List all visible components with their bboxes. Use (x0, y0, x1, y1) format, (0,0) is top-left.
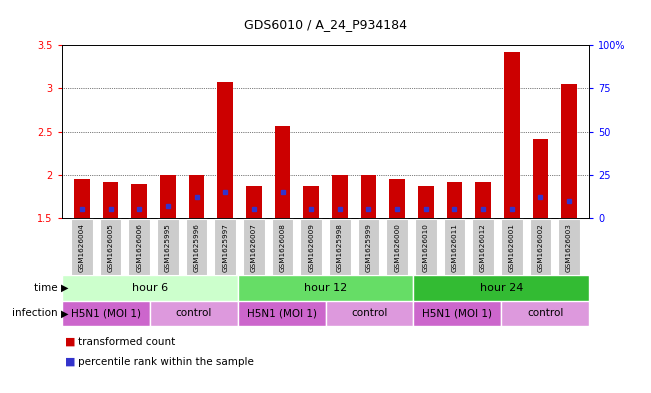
FancyBboxPatch shape (386, 219, 408, 275)
Text: hour 12: hour 12 (304, 283, 347, 293)
Text: control: control (176, 309, 212, 318)
Text: GSM1626007: GSM1626007 (251, 223, 257, 272)
FancyBboxPatch shape (214, 219, 236, 275)
Bar (447, 182, 462, 218)
Bar (189, 175, 204, 218)
Bar (160, 175, 176, 218)
Bar (303, 186, 319, 218)
Bar (132, 184, 147, 218)
Text: hour 6: hour 6 (132, 283, 168, 293)
Text: GSM1626010: GSM1626010 (422, 223, 429, 272)
Text: GSM1626011: GSM1626011 (451, 223, 458, 272)
FancyBboxPatch shape (300, 219, 322, 275)
Bar (504, 52, 519, 218)
FancyBboxPatch shape (329, 219, 351, 275)
Text: GSM1625999: GSM1625999 (365, 223, 372, 272)
FancyBboxPatch shape (128, 219, 150, 275)
FancyBboxPatch shape (472, 219, 494, 275)
Text: GSM1626005: GSM1626005 (107, 223, 113, 272)
FancyBboxPatch shape (326, 301, 413, 326)
Text: hour 24: hour 24 (480, 283, 523, 293)
Bar (332, 175, 348, 218)
Text: GSM1625996: GSM1625996 (193, 223, 200, 272)
Text: GSM1626001: GSM1626001 (509, 223, 515, 272)
Text: GSM1626000: GSM1626000 (394, 223, 400, 272)
Text: ■: ■ (65, 337, 76, 347)
Text: GSM1625998: GSM1625998 (337, 223, 343, 272)
FancyBboxPatch shape (413, 275, 589, 301)
FancyBboxPatch shape (415, 219, 437, 275)
FancyBboxPatch shape (558, 219, 580, 275)
FancyBboxPatch shape (100, 219, 122, 275)
Text: GSM1626008: GSM1626008 (279, 223, 286, 272)
FancyBboxPatch shape (238, 275, 413, 301)
Text: ▶: ▶ (61, 309, 68, 318)
Text: H5N1 (MOI 1): H5N1 (MOI 1) (247, 309, 316, 318)
Bar (389, 179, 405, 218)
Text: transformed count: transformed count (78, 337, 175, 347)
Text: H5N1 (MOI 1): H5N1 (MOI 1) (71, 309, 141, 318)
Text: GSM1626003: GSM1626003 (566, 223, 572, 272)
Bar (246, 186, 262, 218)
FancyBboxPatch shape (62, 275, 238, 301)
Text: GSM1625997: GSM1625997 (222, 223, 229, 272)
Bar (275, 126, 290, 218)
Bar (74, 179, 90, 218)
Text: GSM1626012: GSM1626012 (480, 223, 486, 272)
FancyBboxPatch shape (71, 219, 93, 275)
Text: GSM1626006: GSM1626006 (136, 223, 142, 272)
Text: GSM1626009: GSM1626009 (308, 223, 314, 272)
FancyBboxPatch shape (186, 219, 208, 275)
FancyBboxPatch shape (501, 219, 523, 275)
Text: GSM1626004: GSM1626004 (79, 223, 85, 272)
Text: ▶: ▶ (61, 283, 68, 293)
Text: control: control (352, 309, 387, 318)
Bar (533, 139, 548, 218)
Text: H5N1 (MOI 1): H5N1 (MOI 1) (422, 309, 492, 318)
FancyBboxPatch shape (157, 219, 179, 275)
Bar (561, 84, 577, 218)
Text: control: control (527, 309, 563, 318)
FancyBboxPatch shape (271, 219, 294, 275)
Text: GSM1626002: GSM1626002 (538, 223, 544, 272)
Bar (103, 182, 118, 218)
Bar (361, 175, 376, 218)
FancyBboxPatch shape (238, 301, 326, 326)
FancyBboxPatch shape (243, 219, 265, 275)
Text: GSM1625995: GSM1625995 (165, 223, 171, 272)
Bar (418, 186, 434, 218)
Text: GDS6010 / A_24_P934184: GDS6010 / A_24_P934184 (244, 18, 407, 31)
FancyBboxPatch shape (529, 219, 551, 275)
Text: time: time (34, 283, 61, 293)
Bar (475, 182, 491, 218)
FancyBboxPatch shape (357, 219, 380, 275)
FancyBboxPatch shape (501, 301, 589, 326)
Text: percentile rank within the sample: percentile rank within the sample (78, 356, 254, 367)
FancyBboxPatch shape (443, 219, 465, 275)
Text: infection: infection (12, 309, 61, 318)
Bar (217, 83, 233, 218)
FancyBboxPatch shape (62, 301, 150, 326)
FancyBboxPatch shape (150, 301, 238, 326)
Text: ■: ■ (65, 356, 76, 367)
FancyBboxPatch shape (413, 301, 501, 326)
